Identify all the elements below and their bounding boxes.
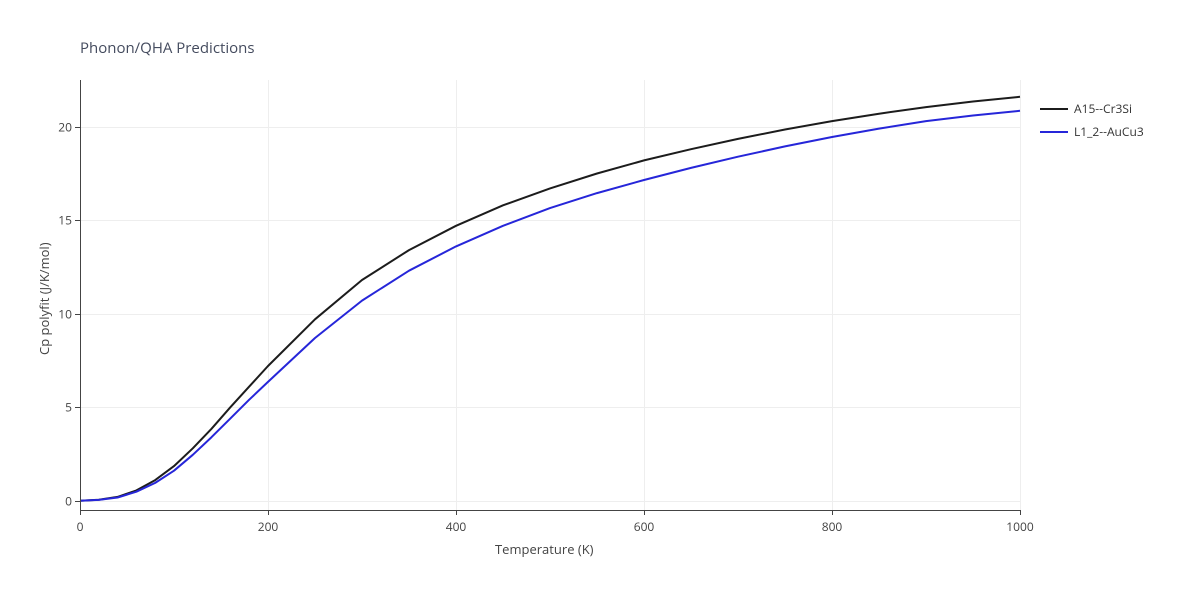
legend-item[interactable]: A15--Cr3Si — [1040, 100, 1144, 117]
legend-item[interactable]: L1_2--AuCu3 — [1040, 123, 1144, 140]
y-axis-line — [80, 80, 81, 510]
legend-swatch — [1040, 108, 1068, 110]
legend: A15--Cr3Si L1_2--AuCu3 — [1040, 100, 1144, 146]
legend-label: A15--Cr3Si — [1074, 100, 1132, 117]
x-axis-line — [80, 510, 1020, 511]
series-line[interactable] — [80, 97, 1020, 501]
legend-label: L1_2--AuCu3 — [1074, 123, 1144, 140]
legend-swatch — [1040, 131, 1068, 133]
series-line[interactable] — [80, 111, 1020, 501]
